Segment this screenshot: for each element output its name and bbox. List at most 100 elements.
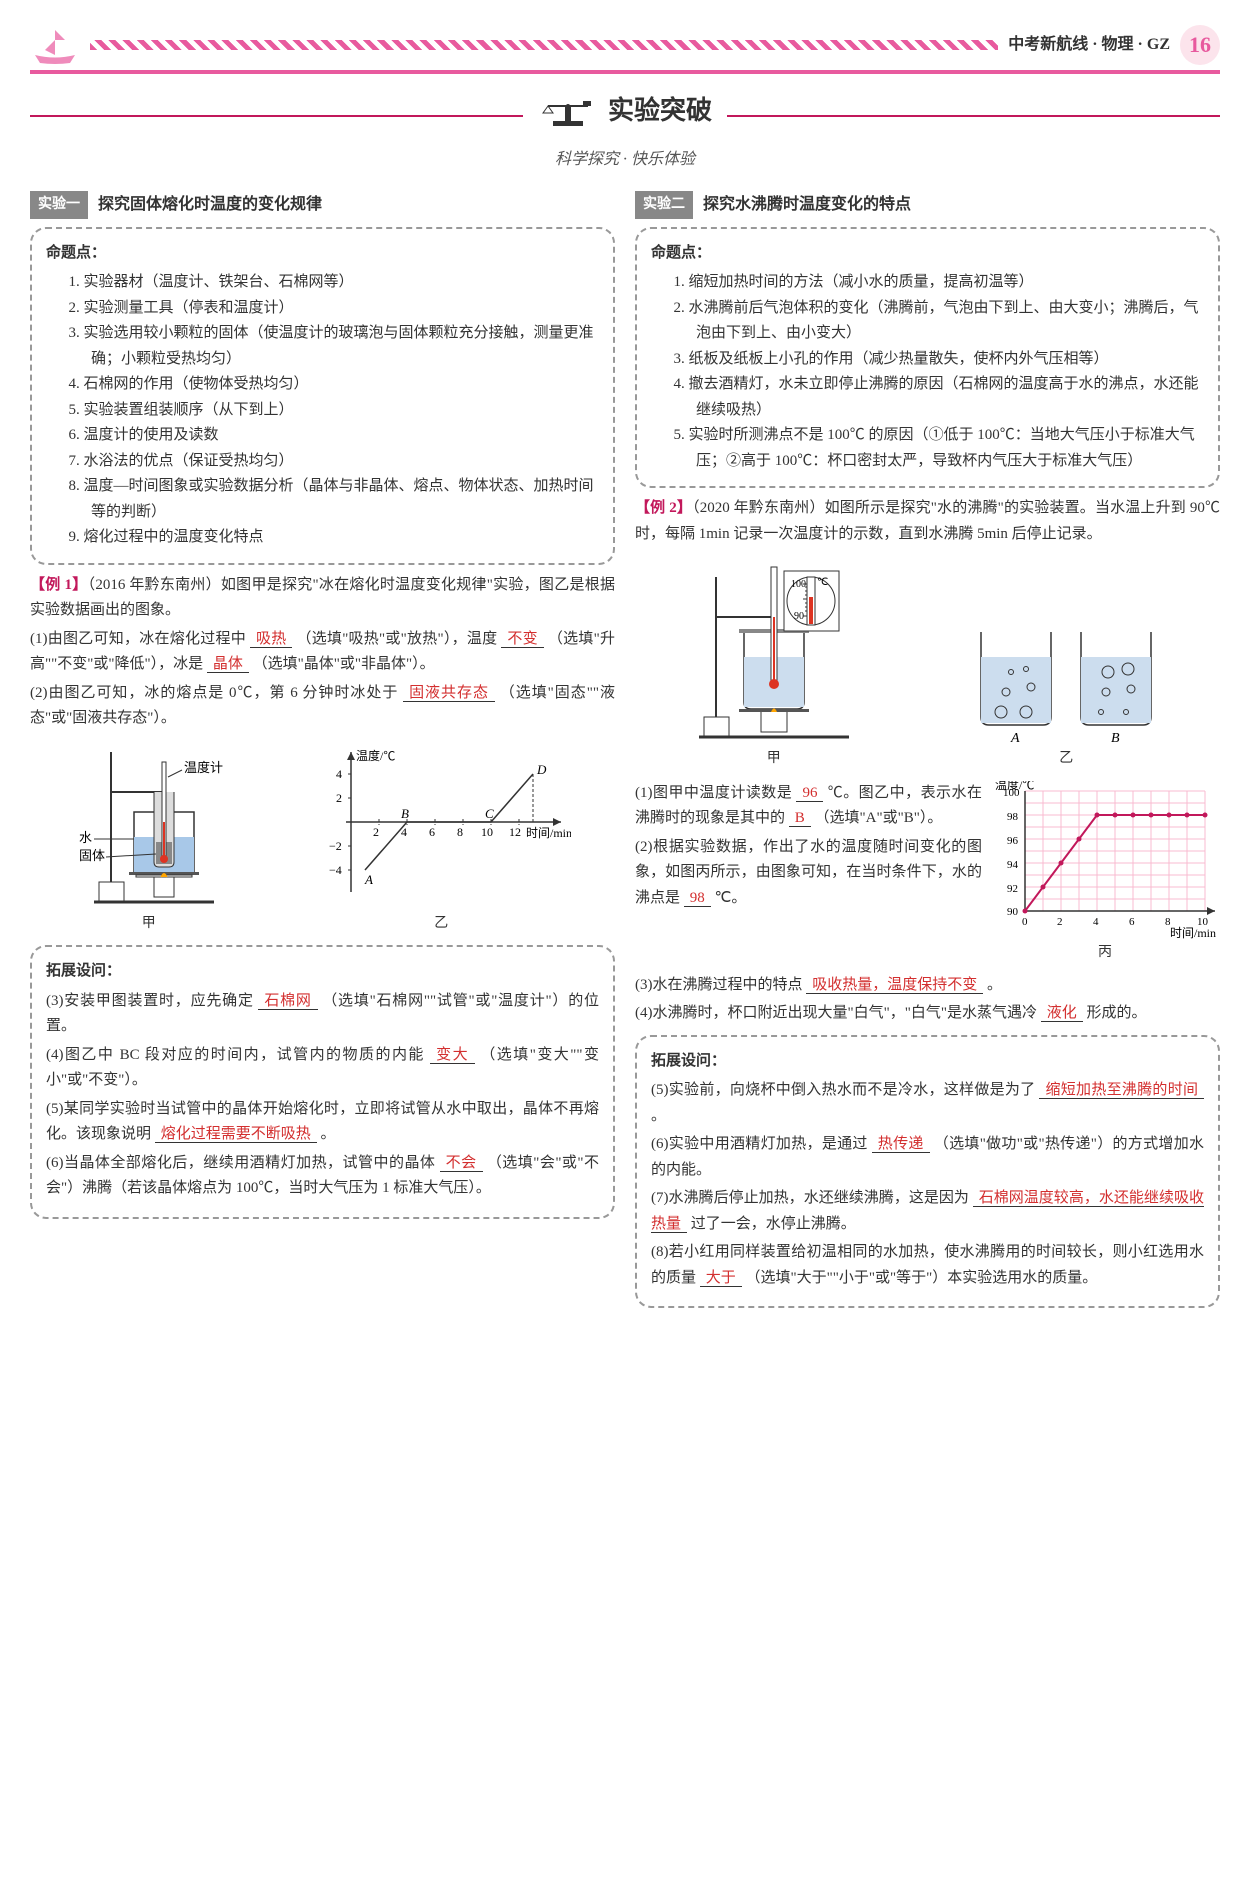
- svg-text:温度计: 温度计: [184, 760, 223, 775]
- svg-text:6: 6: [1129, 916, 1135, 928]
- svg-text:94: 94: [1007, 859, 1019, 871]
- question-3: (3)安装甲图装置时，应先确定 石棉网 （选填"石棉网""试管"或"温度计"）的…: [46, 989, 599, 1040]
- topic-title: 命题点：: [651, 241, 1204, 267]
- answer-blank: 不会: [440, 1155, 483, 1172]
- chart-figure-bing: 温度/℃: [990, 781, 1220, 965]
- page-header: 中考新航线 · 物理 · GZ 16: [30, 20, 1220, 74]
- question-6: (6)当晶体全部熔化后，继续用酒精灯加热，试管中的晶体 不会 （选填"会"或"不…: [46, 1151, 599, 1202]
- example-1-stem: 【例 1】（2016 年黔东南州）如图甲是探究"冰在熔化时温度变化规律"实验，图…: [30, 573, 615, 624]
- answer-blank: 石棉网: [258, 993, 317, 1010]
- answer-blank: 吸收热量，温度保持不变: [806, 977, 983, 994]
- figure-caption: 乙: [966, 747, 1166, 771]
- svg-text:12: 12: [509, 825, 521, 839]
- list-item: 2. 水沸腾前后气泡体积的变化（沸腾前，气泡由下到上、由大变小；沸腾后，气泡由下…: [674, 296, 1205, 347]
- experiment-title-1: 探究固体熔化时温度的变化规律: [98, 191, 322, 218]
- svg-text:B: B: [401, 806, 409, 821]
- banner-title: 实验突破: [608, 89, 712, 133]
- question-r6: (6)实验中用酒精灯加热，是通过 热传递 （选填"做功"或"热传递"）的方式增加…: [651, 1132, 1204, 1183]
- apparatus-figure-jia2: ℃ 100 90 甲: [689, 557, 859, 771]
- svg-text:90: 90: [1007, 906, 1019, 918]
- question-1: (1)由图乙可知，冰在熔化过程中 吸热 （选填"吸热"或"放热"），温度 不变 …: [30, 627, 615, 678]
- svg-text:2: 2: [336, 791, 342, 805]
- answer-blank: 熔化过程需要不断吸热: [155, 1126, 317, 1143]
- svg-text:时间/min: 时间/min: [526, 826, 571, 840]
- chart-figure-yi: 温度/℃ 时间/min 4 2 −2 −4 2 4 6 8: [311, 742, 571, 936]
- svg-text:时间/min: 时间/min: [1170, 926, 1216, 940]
- breadcrumb: 中考新航线 · 物理 · GZ: [1008, 31, 1170, 58]
- answer-blank: 缩短加热至沸腾的时间: [1039, 1082, 1204, 1099]
- list-item: 1. 实验器材（温度计、铁架台、石棉网等）: [69, 270, 600, 296]
- svg-text:水: 水: [79, 830, 92, 845]
- figure-caption: 甲: [74, 912, 224, 936]
- question-2: (2)由图乙可知，冰的熔点是 0℃，第 6 分钟时冰处于 固液共存态 （选填"固…: [30, 681, 615, 732]
- svg-text:2: 2: [373, 825, 379, 839]
- example-label: 【例 2】: [635, 500, 692, 516]
- example-2-stem: 【例 2】（2020 年黔东南州）如图所示是探究"水的沸腾"的实验装置。当水温上…: [635, 496, 1220, 547]
- list-item: 5. 实验时所测沸点不是 100℃ 的原因（①低于 100℃：当地大气压小于标准…: [674, 423, 1205, 474]
- svg-text:−2: −2: [329, 839, 342, 853]
- answer-blank: 98: [684, 890, 711, 907]
- svg-text:100: 100: [1003, 787, 1020, 799]
- figure-row-1: 温度计 水 固体 甲 温度/℃ 时间/m: [30, 742, 615, 936]
- extension-title: 拓展设问：: [46, 959, 599, 985]
- svg-text:92: 92: [1007, 883, 1018, 895]
- list-item: 5. 实验装置组装顺序（从下到上）: [69, 398, 600, 424]
- page-number-badge: 16: [1180, 25, 1220, 65]
- banner-subtitle: 科学探究 · 快乐体验: [30, 146, 1220, 173]
- topic-points-list: 1. 缩短加热时间的方法（减小水的质量，提高初温等） 2. 水沸腾前后气泡体积的…: [651, 270, 1204, 474]
- svg-text:固体: 固体: [79, 848, 105, 863]
- svg-text:温度/℃: 温度/℃: [356, 748, 395, 763]
- svg-text:℃: ℃: [817, 577, 828, 588]
- question-4: (4)图乙中 BC 段对应的时间内，试管内的物质的内能 变大 （选填"变大""变…: [46, 1043, 599, 1094]
- answer-blank: 不变: [501, 631, 544, 648]
- answer-blank: 液化: [1041, 1005, 1083, 1022]
- answer-blank: 变大: [430, 1047, 475, 1064]
- experiment-tag-2: 实验二: [635, 191, 693, 219]
- answer-blank: 大于: [700, 1270, 742, 1287]
- list-item: 7. 水浴法的优点（保证受热均匀）: [69, 449, 600, 475]
- question-r3: (3)水在沸腾过程中的特点 吸收热量，温度保持不变 。: [635, 973, 1220, 999]
- extension-title: 拓展设问：: [651, 1049, 1204, 1075]
- topic-box-1: 命题点： 1. 实验器材（温度计、铁架台、石棉网等） 2. 实验测量工具（停表和…: [30, 227, 615, 565]
- svg-text:98: 98: [1007, 811, 1019, 823]
- svg-text:D: D: [536, 762, 547, 777]
- extension-box-2: 拓展设问： (5)实验前，向烧杯中倒入热水而不是冷水，这样做是为了 缩短加热至沸…: [635, 1035, 1220, 1309]
- svg-text:2: 2: [1057, 916, 1063, 928]
- section-banner: 实验突破: [30, 89, 1220, 141]
- question-r4: (4)水沸腾时，杯口附近出现大量"白气"，"白气"是水蒸气遇冷 液化 形成的。: [635, 1001, 1220, 1027]
- topic-points-list: 1. 实验器材（温度计、铁架台、石棉网等） 2. 实验测量工具（停表和温度计） …: [46, 270, 599, 551]
- answer-blank: B: [789, 810, 811, 827]
- answer-blank: 晶体: [207, 656, 249, 673]
- list-item: 6. 温度计的使用及读数: [69, 423, 600, 449]
- question-r8: (8)若小红用同样装置给初温相同的水加热，使水沸腾用的时间较长，则小红选用水的质…: [651, 1240, 1204, 1291]
- figure-row-2: ℃ 100 90 甲: [635, 557, 1220, 771]
- boat-logo-icon: [30, 25, 80, 65]
- beakers-figure: A B 乙: [966, 617, 1166, 771]
- apparatus-figure-jia: 温度计 水 固体 甲: [74, 742, 224, 936]
- question-r7: (7)水沸腾后停止加热，水还继续沸腾，这是因为 石棉网温度较高，水还能继续吸收热…: [651, 1186, 1204, 1237]
- svg-text:0: 0: [1022, 916, 1028, 928]
- svg-text:A: A: [1010, 731, 1020, 746]
- svg-text:8: 8: [457, 825, 463, 839]
- example-label: 【例 1】: [30, 577, 88, 593]
- extension-box-1: 拓展设问： (3)安装甲图装置时，应先确定 石棉网 （选填"石棉网""试管"或"…: [30, 945, 615, 1219]
- figure-caption: 甲: [689, 747, 859, 771]
- svg-text:C: C: [485, 806, 494, 821]
- answer-blank: 96: [796, 785, 823, 802]
- list-item: 2. 实验测量工具（停表和温度计）: [69, 296, 600, 322]
- list-item: 8. 温度—时间图象或实验数据分析（晶体与非晶体、熔点、物体状态、加热时间等的判…: [69, 474, 600, 525]
- experiment-tag-1: 实验一: [30, 191, 88, 219]
- svg-text:10: 10: [481, 825, 493, 839]
- svg-text:4: 4: [1093, 916, 1099, 928]
- figure-caption: 丙: [990, 941, 1220, 965]
- svg-text:90: 90: [794, 611, 804, 622]
- list-item: 3. 纸板及纸板上小孔的作用（减少热量散失，使杯内外气压相等）: [674, 347, 1205, 373]
- header-divider: [90, 40, 998, 50]
- answer-blank: 热传递: [872, 1136, 930, 1153]
- topic-box-2: 命题点： 1. 缩短加热时间的方法（减小水的质量，提高初温等） 2. 水沸腾前后…: [635, 227, 1220, 489]
- svg-text:A: A: [364, 872, 373, 887]
- svg-text:6: 6: [429, 825, 435, 839]
- svg-text:B: B: [1111, 731, 1120, 746]
- question-r5: (5)实验前，向烧杯中倒入热水而不是冷水，这样做是为了 缩短加热至沸腾的时间 。: [651, 1078, 1204, 1129]
- list-item: 4. 石棉网的作用（使物体受热均匀）: [69, 372, 600, 398]
